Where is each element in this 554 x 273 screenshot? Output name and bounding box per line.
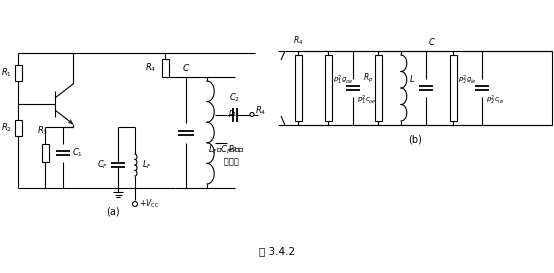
Text: $L_F$: $L_F$ (142, 159, 152, 171)
Text: $C_F$: $C_F$ (97, 159, 108, 171)
Bar (375, 55, 382, 121)
Text: $p_2$: $p_2$ (228, 144, 238, 155)
Text: $C$: $C$ (182, 62, 190, 73)
Text: $R_4$: $R_4$ (293, 34, 303, 47)
Bar (14, 65, 22, 81)
Text: $R_p$: $R_p$ (362, 72, 373, 85)
Text: $p_2^2c_{ie}$: $p_2^2c_{ie}$ (486, 93, 504, 107)
Bar (14, 120, 22, 136)
Text: $C$: $C$ (428, 36, 436, 47)
Text: $R_4$: $R_4$ (255, 104, 266, 117)
Bar (449, 55, 456, 121)
Bar (325, 55, 331, 121)
Bar (42, 144, 49, 162)
Text: $p_2^2g_{ie}$: $p_2^2g_{ie}$ (458, 73, 476, 87)
Text: $p_1^2g_{oe}$: $p_1^2g_{oe}$ (333, 73, 353, 87)
Text: $R_1$: $R_1$ (1, 67, 12, 79)
Text: $+V_{\rm CC}$: $+V_{\rm CC}$ (139, 198, 160, 210)
Text: $L_F$、$C_F$：低通
      滤波器: $L_F$、$C_F$：低通 滤波器 (208, 144, 245, 167)
Text: $C_2$: $C_2$ (229, 92, 240, 105)
Text: $L$: $L$ (409, 73, 415, 84)
Text: $C_1$: $C_1$ (72, 147, 83, 159)
Text: $p_1^2c_{oe}$: $p_1^2c_{oe}$ (357, 93, 377, 107)
Text: (b): (b) (408, 135, 422, 145)
Text: 图 3.4.2: 图 3.4.2 (259, 246, 295, 256)
Text: (a): (a) (106, 206, 120, 216)
Bar (295, 55, 301, 121)
Text: $R_4$: $R_4$ (145, 62, 156, 74)
Text: $R_2$: $R_2$ (1, 122, 12, 134)
Bar (162, 59, 168, 77)
Text: $p_1$: $p_1$ (228, 108, 238, 119)
Text: $R_3$: $R_3$ (38, 124, 49, 137)
